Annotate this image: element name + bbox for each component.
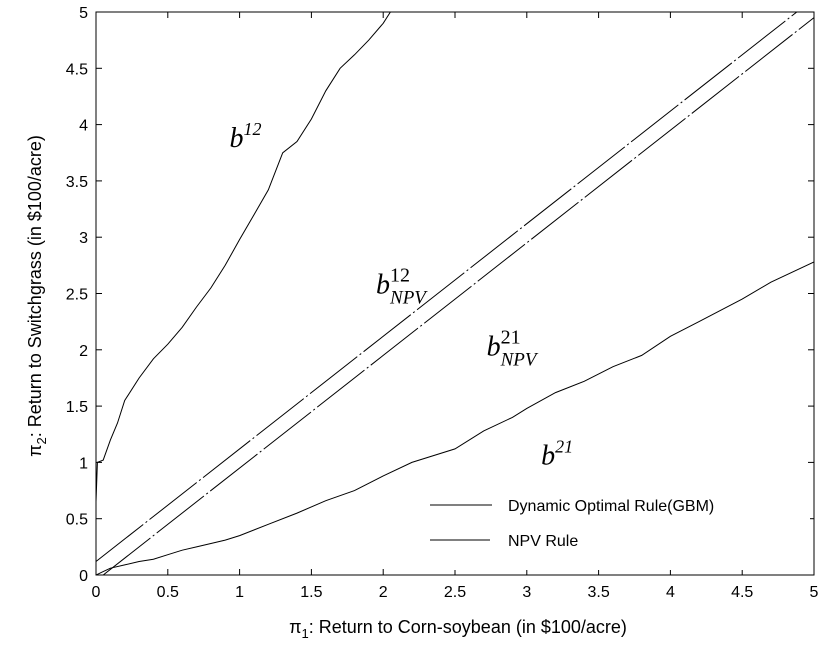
x-tick-label: 4.5: [731, 584, 753, 601]
ticks-layer: 0 0.5 1 1.5 2 2.5 3 3.5 4 4.5 5 0 0.5 1 1.5 2 2.5 3 3.5 4 4.…: [66, 5, 819, 601]
annotation-base: b: [487, 331, 501, 362]
x-tick-label: 4: [666, 584, 675, 601]
y-tick-label: 4.5: [66, 61, 88, 78]
y-tick-label: 1: [79, 455, 88, 472]
annotation-base: b: [541, 441, 555, 472]
annotation-sup: 12: [390, 265, 410, 287]
legend-label-dynamic: Dynamic Optimal Rule(GBM): [508, 498, 714, 515]
annotation-sup: 21: [555, 437, 573, 457]
annotation-base: b: [230, 123, 244, 154]
y-tick-label: 5: [79, 5, 88, 22]
x-tick-label: 3: [522, 584, 531, 601]
y-axis-label: π2: Return to Switchgrass (in $100/acre): [25, 135, 49, 457]
x-tick-label: 3.5: [587, 584, 609, 601]
y-axis-label-sub: 2: [34, 437, 49, 444]
annotation-b12: b12: [230, 119, 262, 154]
x-axis-label-text: : Return to Corn-soybean (in $100/acre): [309, 617, 627, 637]
annotation-b21: b21: [541, 437, 573, 472]
y-tick-label: 2.5: [66, 287, 88, 304]
x-tick-label: 0.5: [157, 584, 179, 601]
series-line-b21-npv: [102, 17, 814, 575]
series-line-b12: [96, 12, 391, 502]
y-tick-label: 4: [79, 118, 88, 135]
y-axis-label-symbol: π: [25, 444, 45, 456]
y-tick-label: 0: [79, 568, 88, 585]
x-tick-label: 0: [92, 584, 101, 601]
x-tick-label: 2.5: [444, 584, 466, 601]
y-tick-label: 3.5: [66, 174, 88, 191]
y-tick-label: 2: [79, 343, 88, 360]
legend-box: [424, 488, 810, 570]
x-axis-label-sub: 1: [302, 626, 309, 641]
legend-label-npv: NPV Rule: [508, 533, 578, 550]
series-layer: [96, 12, 814, 575]
annotation-sup: 12: [244, 119, 262, 139]
annotation-sub: NPV: [389, 288, 428, 309]
x-tick-label: 5: [810, 584, 819, 601]
x-tick-label: 1: [235, 584, 244, 601]
series-line-b21: [96, 261, 814, 575]
x-axis-label: π1: Return to Corn-soybean (in $100/acre…: [289, 617, 627, 641]
y-tick-label: 0.5: [66, 512, 88, 529]
x-axis-label-symbol: π: [289, 617, 301, 637]
series-line-b12-npv: [96, 12, 798, 562]
annotation-b12-npv: b12 NPV: [376, 265, 428, 309]
legend: Dynamic Optimal Rule(GBM) NPV Rule: [424, 488, 810, 570]
annotation-sup: 21: [501, 326, 521, 348]
annotation-sub: NPV: [500, 349, 539, 370]
x-tick-label: 1.5: [300, 584, 322, 601]
annotation-base: b: [376, 270, 390, 301]
x-tick-label: 2: [379, 584, 388, 601]
plot-area: [96, 12, 814, 575]
y-tick-label: 3: [79, 230, 88, 247]
y-tick-label: 1.5: [66, 399, 88, 416]
y-axis-label-text: : Return to Switchgrass (in $100/acre): [25, 135, 45, 437]
annotation-b21-npv: b21 NPV: [487, 326, 539, 370]
